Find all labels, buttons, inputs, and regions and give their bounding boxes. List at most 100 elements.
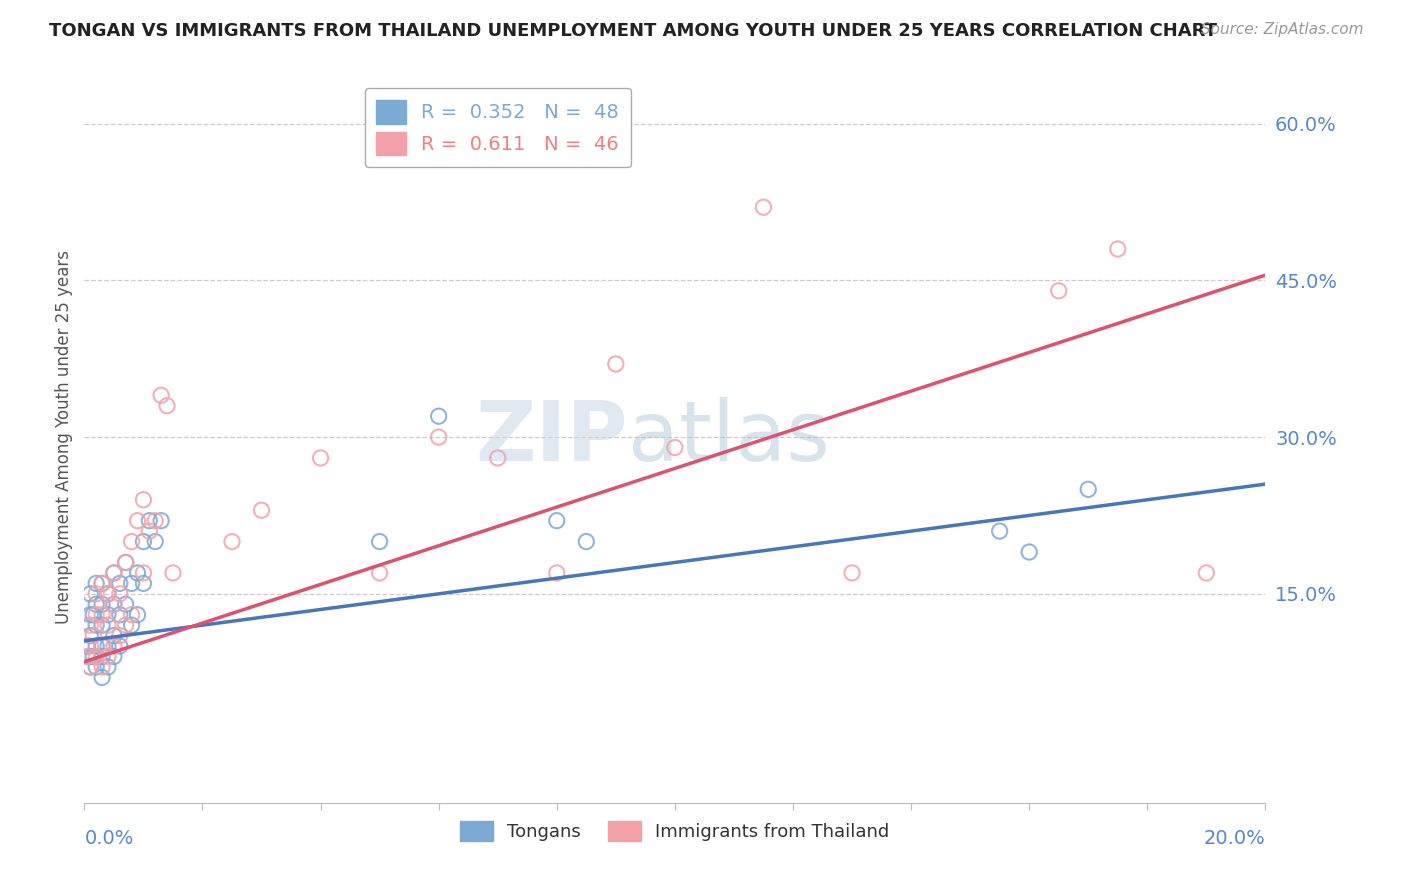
Point xyxy=(82,607,104,622)
Point xyxy=(84,597,107,611)
Point xyxy=(103,566,125,580)
Point xyxy=(91,597,114,611)
Point xyxy=(132,534,155,549)
Point xyxy=(138,524,160,538)
Point xyxy=(988,524,1011,538)
Point xyxy=(132,566,155,580)
Point xyxy=(1018,545,1040,559)
Point xyxy=(79,660,101,674)
Point xyxy=(114,597,136,611)
Text: 0.0%: 0.0% xyxy=(84,829,134,848)
Point xyxy=(103,649,125,664)
Point xyxy=(91,649,114,664)
Point xyxy=(121,576,143,591)
Point xyxy=(156,399,179,413)
Point xyxy=(150,514,173,528)
Point xyxy=(575,534,598,549)
Point xyxy=(103,597,125,611)
Point xyxy=(91,576,114,591)
Point xyxy=(121,534,143,549)
Point xyxy=(132,492,155,507)
Point xyxy=(1107,242,1129,256)
Point xyxy=(127,607,149,622)
Point xyxy=(121,607,143,622)
Point xyxy=(108,639,131,653)
Point xyxy=(84,660,107,674)
Point xyxy=(91,618,114,632)
Text: 20.0%: 20.0% xyxy=(1204,829,1265,848)
Point xyxy=(108,607,131,622)
Point xyxy=(91,639,114,653)
Point xyxy=(486,450,509,465)
Point xyxy=(752,200,775,214)
Point xyxy=(91,639,114,653)
Point xyxy=(114,556,136,570)
Y-axis label: Unemployment Among Youth under 25 years: Unemployment Among Youth under 25 years xyxy=(55,250,73,624)
Point xyxy=(841,566,863,580)
Point xyxy=(309,450,332,465)
Point xyxy=(368,566,391,580)
Point xyxy=(546,566,568,580)
Text: Source: ZipAtlas.com: Source: ZipAtlas.com xyxy=(1201,22,1364,37)
Point xyxy=(79,607,101,622)
Point xyxy=(84,576,107,591)
Point xyxy=(79,618,101,632)
Point xyxy=(76,649,98,664)
Point xyxy=(103,629,125,643)
Point xyxy=(103,597,125,611)
Text: TONGAN VS IMMIGRANTS FROM THAILAND UNEMPLOYMENT AMONG YOUTH UNDER 25 YEARS CORRE: TONGAN VS IMMIGRANTS FROM THAILAND UNEMP… xyxy=(49,22,1218,40)
Legend: Tongans, Immigrants from Thailand: Tongans, Immigrants from Thailand xyxy=(453,814,897,848)
Point xyxy=(221,534,243,549)
Point xyxy=(76,639,98,653)
Point xyxy=(84,639,107,653)
Point xyxy=(108,629,131,643)
Point xyxy=(97,618,120,632)
Point xyxy=(1195,566,1218,580)
Point xyxy=(84,607,107,622)
Point xyxy=(97,587,120,601)
Point xyxy=(427,430,450,444)
Point xyxy=(108,576,131,591)
Point xyxy=(127,514,149,528)
Point xyxy=(103,639,125,653)
Point xyxy=(250,503,273,517)
Point xyxy=(79,587,101,601)
Point xyxy=(97,649,120,664)
Point xyxy=(84,649,107,664)
Point xyxy=(97,639,120,653)
Point xyxy=(91,670,114,684)
Point xyxy=(127,566,149,580)
Point xyxy=(79,629,101,643)
Point xyxy=(91,576,114,591)
Point xyxy=(82,649,104,664)
Point xyxy=(97,660,120,674)
Text: atlas: atlas xyxy=(627,397,830,477)
Point xyxy=(143,534,166,549)
Point xyxy=(114,618,136,632)
Point xyxy=(108,587,131,601)
Point xyxy=(84,587,107,601)
Point xyxy=(1077,483,1099,497)
Point xyxy=(1047,284,1070,298)
Point xyxy=(103,566,125,580)
Point xyxy=(91,660,114,674)
Point xyxy=(427,409,450,424)
Point xyxy=(546,514,568,528)
Point xyxy=(143,514,166,528)
Text: ZIP: ZIP xyxy=(475,397,627,477)
Point xyxy=(82,629,104,643)
Point xyxy=(162,566,184,580)
Point xyxy=(91,607,114,622)
Point xyxy=(121,618,143,632)
Point xyxy=(79,639,101,653)
Point xyxy=(97,607,120,622)
Point xyxy=(79,649,101,664)
Point xyxy=(132,576,155,591)
Point xyxy=(368,534,391,549)
Point xyxy=(114,556,136,570)
Point xyxy=(84,618,107,632)
Point xyxy=(79,660,101,674)
Point xyxy=(138,514,160,528)
Point xyxy=(664,441,686,455)
Point xyxy=(150,388,173,402)
